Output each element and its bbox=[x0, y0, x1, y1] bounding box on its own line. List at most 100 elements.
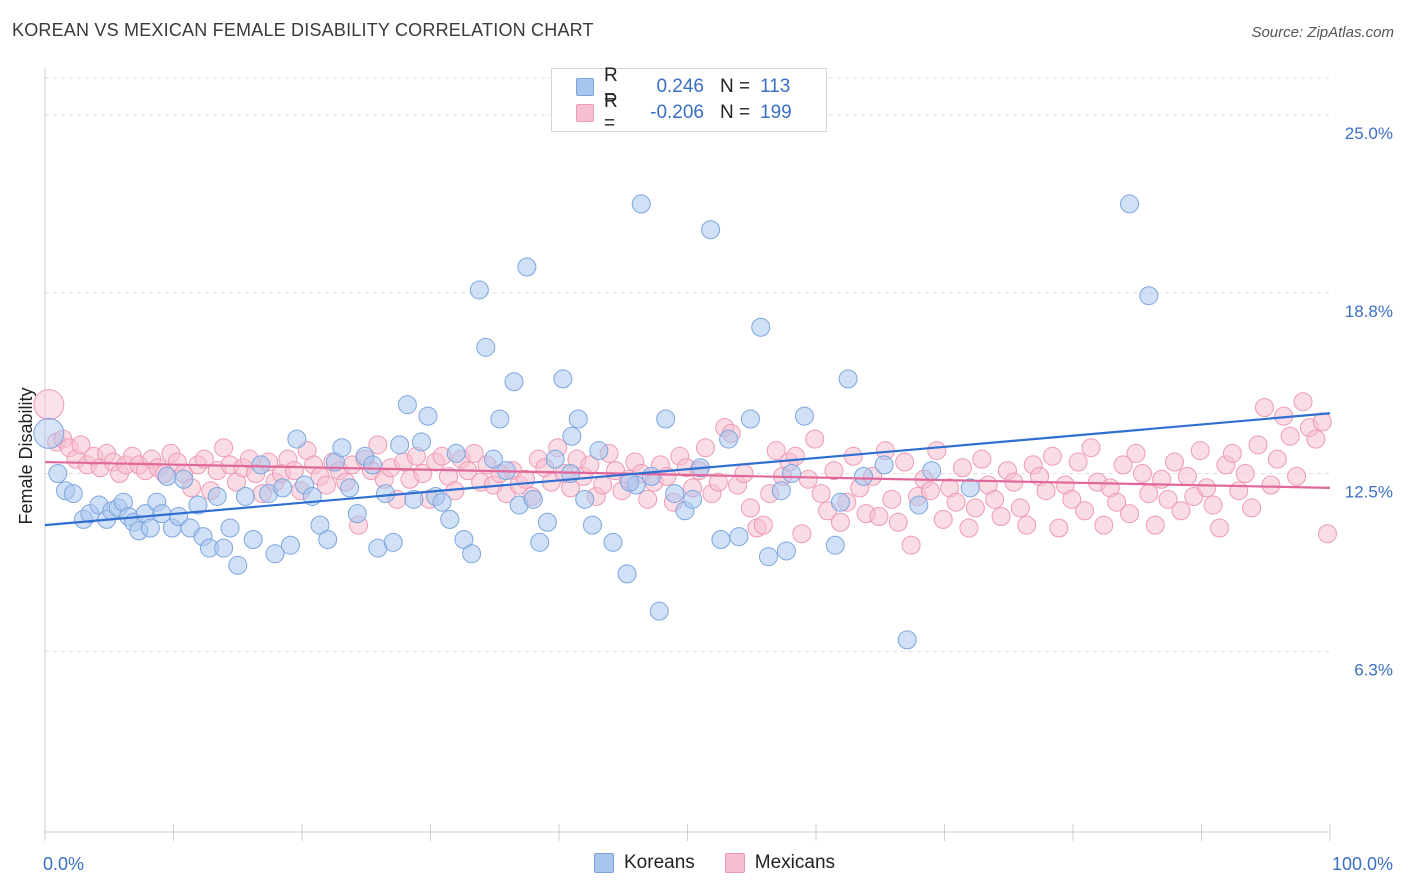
mexican-point bbox=[1203, 495, 1223, 515]
mexican-point bbox=[1317, 524, 1337, 544]
y-tick-label: 12.5% bbox=[1345, 483, 1393, 502]
mexican-point bbox=[1209, 518, 1229, 538]
mexican-point bbox=[71, 435, 91, 455]
mexican-point bbox=[1062, 489, 1082, 509]
mexican-point bbox=[214, 438, 234, 458]
korean-point bbox=[649, 601, 669, 621]
korean-points bbox=[33, 194, 1159, 650]
legend-row-koreans: R = 0.246 N = 113 bbox=[576, 65, 791, 108]
korean-point bbox=[1120, 194, 1140, 214]
korean-point bbox=[553, 369, 573, 389]
y-tick-label: 25.0% bbox=[1345, 124, 1393, 143]
y-tick-label: 6.3% bbox=[1354, 660, 1393, 679]
korean-point bbox=[432, 492, 452, 512]
mexican-point bbox=[1107, 492, 1127, 512]
mexican-point bbox=[766, 441, 786, 461]
legend-n-value: 113 bbox=[760, 76, 791, 97]
mexican-point bbox=[933, 509, 953, 529]
korean-point bbox=[63, 484, 83, 504]
korean-point bbox=[517, 257, 537, 277]
legend-n-label: N = bbox=[720, 102, 751, 123]
legend-swatch-mexicans bbox=[724, 853, 745, 873]
korean-point bbox=[390, 435, 410, 455]
mexican-point bbox=[368, 435, 388, 455]
korean-point bbox=[589, 441, 609, 461]
korean-point bbox=[214, 538, 234, 558]
korean-point bbox=[854, 466, 874, 486]
korean-point bbox=[376, 484, 396, 504]
korean-point bbox=[758, 547, 778, 567]
mexican-point bbox=[811, 484, 831, 504]
korean-point bbox=[280, 535, 300, 555]
korean-point bbox=[188, 495, 208, 515]
korean-point bbox=[711, 529, 731, 549]
korean-point bbox=[665, 484, 685, 504]
korean-point bbox=[562, 426, 582, 446]
korean-point bbox=[582, 515, 602, 535]
legend-row-mexicans: R = -0.206 N = 199 bbox=[576, 91, 792, 134]
x-tick-label-end: 100.0% bbox=[1332, 854, 1393, 874]
mexican-point bbox=[785, 446, 805, 466]
mexican-point bbox=[1094, 515, 1114, 535]
mexican-point bbox=[869, 507, 889, 527]
korean-point bbox=[404, 489, 424, 509]
mexican-point bbox=[1049, 518, 1069, 538]
mexican-point bbox=[734, 464, 754, 484]
mexican-point bbox=[1075, 501, 1095, 521]
correlation-legend: R = 0.246 N = 113 R = -0.206 N = 199 bbox=[551, 65, 827, 134]
mexican-point bbox=[1306, 429, 1326, 449]
mexican-point bbox=[1254, 398, 1274, 418]
mexican-point bbox=[1190, 441, 1210, 461]
mexican-point bbox=[901, 535, 921, 555]
mexican-point bbox=[1036, 481, 1056, 501]
korean-point bbox=[537, 512, 557, 532]
korean-point bbox=[440, 509, 460, 529]
korean-point bbox=[825, 535, 845, 555]
korean-point bbox=[751, 317, 771, 337]
mexican-point bbox=[753, 515, 773, 535]
mexican-point bbox=[1261, 475, 1281, 495]
korean-point bbox=[318, 529, 338, 549]
korean-point bbox=[383, 532, 403, 552]
mexican-point bbox=[194, 449, 214, 469]
mexican-point bbox=[888, 512, 908, 532]
korean-point bbox=[265, 544, 285, 564]
korean-point bbox=[490, 409, 510, 429]
korean-trend-line bbox=[44, 412, 1331, 527]
mexican-point bbox=[1229, 481, 1249, 501]
legend-label-mexicans: Mexicans bbox=[754, 852, 836, 873]
korean-point bbox=[545, 449, 565, 469]
mexican-trend-line bbox=[44, 460, 1331, 489]
mexican-point bbox=[830, 512, 850, 532]
mexican-point bbox=[798, 469, 818, 489]
mexican-point bbox=[972, 449, 992, 469]
legend-r-value: -0.206 bbox=[650, 102, 704, 123]
korean-point bbox=[1139, 286, 1159, 306]
korean-point bbox=[683, 489, 703, 509]
korean-point bbox=[483, 449, 503, 469]
korean-point bbox=[157, 466, 177, 486]
korean-point bbox=[504, 372, 524, 392]
mexican-point bbox=[33, 389, 65, 421]
legend-swatch-koreans bbox=[576, 78, 594, 96]
legend-item-mexicans[interactable]: Mexicans bbox=[724, 852, 836, 874]
korean-point bbox=[656, 409, 676, 429]
mexican-point bbox=[1145, 515, 1165, 535]
mexican-point bbox=[1120, 504, 1140, 524]
korean-point bbox=[140, 518, 160, 538]
legend-item-koreans[interactable]: Koreans bbox=[594, 852, 695, 874]
mexican-point bbox=[1068, 452, 1088, 472]
mexican-point bbox=[1197, 478, 1217, 498]
legend-r-value: 0.246 bbox=[656, 76, 704, 97]
korean-point bbox=[740, 409, 760, 429]
korean-point bbox=[207, 486, 227, 506]
korean-point bbox=[701, 220, 721, 240]
legend-swatch-koreans bbox=[594, 853, 614, 873]
korean-point bbox=[603, 532, 623, 552]
mexican-point bbox=[1132, 464, 1152, 484]
x-tick-label-start: 0.0% bbox=[43, 854, 84, 874]
mexican-point bbox=[1113, 455, 1133, 475]
korean-point bbox=[251, 455, 271, 475]
korean-point bbox=[575, 489, 595, 509]
